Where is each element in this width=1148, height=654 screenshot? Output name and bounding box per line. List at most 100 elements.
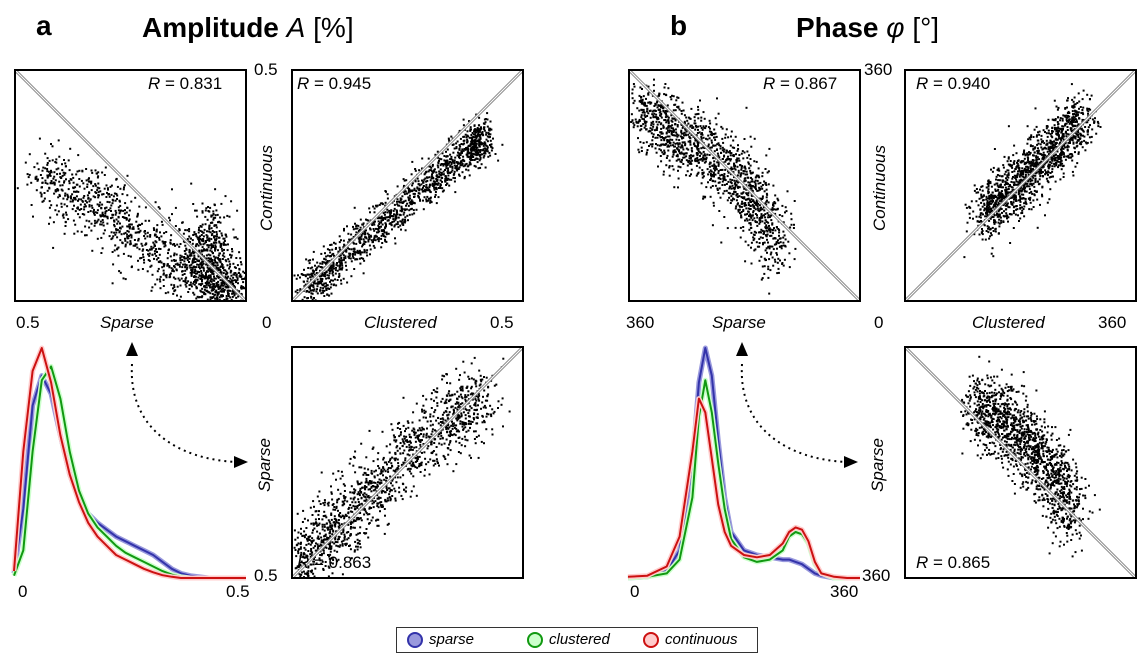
a-tr-point <box>456 140 459 143</box>
b-tl-point <box>716 161 719 164</box>
b-tl-point <box>764 227 767 230</box>
a-tr-point <box>302 274 305 276</box>
a-tr-point <box>380 225 382 228</box>
a-tl-point <box>94 196 97 199</box>
a-br-point <box>390 462 393 465</box>
b-tl-point <box>701 169 704 172</box>
a-tl-point <box>103 174 106 176</box>
a-br-point <box>338 545 341 548</box>
b-tl-point <box>712 173 715 176</box>
a-br-point <box>328 566 331 569</box>
a-br-point <box>337 521 340 524</box>
a-tl-point <box>222 252 225 255</box>
a-tl-point <box>193 293 196 296</box>
a-tl-point <box>184 263 187 266</box>
a-tr-point <box>316 278 319 281</box>
a-br-point <box>368 507 371 510</box>
panel-b-title-unit: [°] <box>904 12 940 43</box>
a-tl-point <box>211 271 214 274</box>
a-br-point <box>435 446 438 448</box>
a-br-point <box>444 419 447 422</box>
a-tl-point <box>173 286 176 289</box>
a-tl-point <box>59 172 61 175</box>
a-br-point <box>408 433 411 436</box>
a-br-point <box>483 389 486 392</box>
a-tl-point <box>204 209 207 212</box>
a-tr-point <box>441 152 444 155</box>
a-tr-point <box>430 166 433 169</box>
a-br-point <box>376 483 379 486</box>
a-tr-point <box>420 183 423 186</box>
a-br-point <box>457 401 460 404</box>
panel-a-letter: a <box>36 10 52 41</box>
a-tl-point <box>232 276 235 279</box>
b-tl-point <box>763 272 766 275</box>
a-tl-point <box>184 252 187 255</box>
a-br-point <box>371 447 374 450</box>
a-tl-point <box>191 271 194 274</box>
a-br-point <box>317 537 320 540</box>
a-tr-point <box>380 246 383 249</box>
a-br-point <box>475 422 478 425</box>
a-tl-point <box>92 185 95 188</box>
a-tr-point <box>402 224 405 226</box>
a-br-point <box>322 502 325 505</box>
a-tl-point <box>227 293 230 296</box>
a-br-point <box>367 495 370 497</box>
a-br-point <box>320 471 323 474</box>
a-tl-point <box>189 283 192 286</box>
b-tl-point <box>718 187 721 190</box>
a-tr-point <box>494 153 497 155</box>
a-tl-point <box>36 162 39 165</box>
a-br-point <box>451 423 454 425</box>
a-br-point <box>419 443 422 446</box>
a-tr-point <box>468 174 471 177</box>
a-tr-point <box>394 242 397 245</box>
a-tl-point <box>168 273 171 276</box>
a-tr-point <box>300 273 303 275</box>
a-tl-point <box>217 256 219 259</box>
a-tr-point <box>360 257 363 260</box>
a-br-point <box>335 520 338 523</box>
a-tl-point <box>178 298 181 300</box>
a-tr-point <box>445 184 448 186</box>
a-tl-point <box>200 270 203 272</box>
a-tl-point <box>141 249 144 252</box>
a-tr-point <box>469 129 472 132</box>
a-tr-point <box>330 279 333 282</box>
a-tr-point <box>404 218 406 221</box>
a-br-point <box>370 480 373 483</box>
a-tl-point <box>239 261 242 264</box>
a-tl-point <box>63 232 66 235</box>
a-tl-point <box>46 182 49 185</box>
a-tr-point <box>414 180 417 183</box>
a-tr-point <box>383 229 385 232</box>
a-tr-point <box>331 272 334 275</box>
a-tl-point <box>61 214 64 217</box>
b-tl-point <box>788 266 791 269</box>
a-br-point <box>436 404 439 407</box>
a-tr-point <box>458 148 461 151</box>
a-tl-point <box>159 231 161 234</box>
a-tr-point <box>343 227 345 230</box>
a-tl-point <box>121 225 124 228</box>
a-tr-point <box>362 222 365 225</box>
a-tl-point <box>196 259 199 262</box>
b-tl-point <box>692 126 695 129</box>
b-tl-point <box>740 205 743 208</box>
a-tr-point <box>362 272 365 275</box>
b-tl-point <box>652 135 654 138</box>
b-tl-point <box>638 119 641 122</box>
a-br-point <box>483 442 485 445</box>
a-br-point <box>485 428 488 431</box>
a-br-point <box>449 382 452 385</box>
a-br-point <box>464 396 467 399</box>
a-tr-point <box>414 169 417 172</box>
a-br-point <box>463 435 466 438</box>
a-tl-point <box>187 291 190 293</box>
a-tl-point <box>101 211 104 214</box>
a-tr-point <box>358 240 361 243</box>
b-tl-point <box>778 229 781 232</box>
a-tr-point <box>457 162 460 165</box>
b-tl-point <box>669 129 672 132</box>
